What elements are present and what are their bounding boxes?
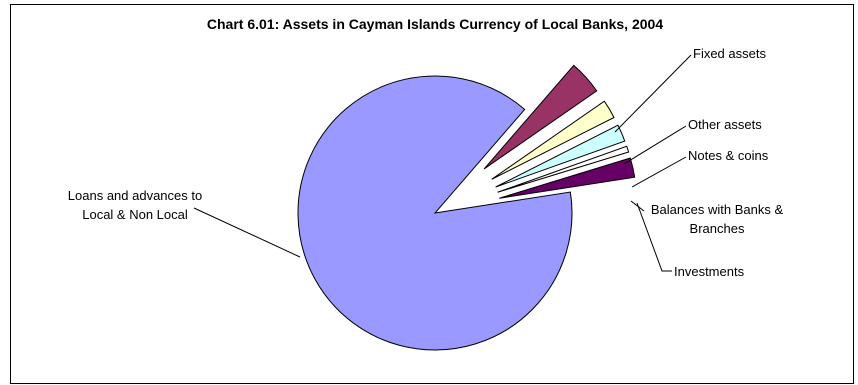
- pie-slice-4: [497, 145, 630, 193]
- slice-label-0: Loans and advances to Local & Non Local: [68, 188, 202, 222]
- pie-slice-0: [297, 75, 573, 351]
- pie-slice-1: [483, 64, 598, 170]
- slice-label-3: Notes & coins: [688, 148, 769, 163]
- chart-title: Chart 6.01: Assets in Cayman Islands Cur…: [207, 16, 663, 32]
- slice-label-5: Investments: [674, 264, 745, 279]
- pie-chart: Chart 6.01: Assets in Cayman Islands Cur…: [68, 16, 784, 351]
- slice-label-2: Other assets: [688, 117, 762, 132]
- leader-line-3: [631, 156, 687, 188]
- leader-line-1: [614, 54, 692, 133]
- slice-label-4: Balances with Banks & Branches: [651, 202, 784, 236]
- leader-line-2: [623, 125, 687, 165]
- chart-frame: Chart 6.01: Assets in Cayman Islands Cur…: [10, 4, 854, 384]
- leader-line-5: [636, 202, 672, 272]
- pie-slice-2: [491, 100, 615, 180]
- slice-label-1: Fixed assets: [693, 46, 766, 61]
- pie-slice-5: [499, 157, 636, 199]
- leader-line-4: [630, 200, 645, 212]
- pie-slice-3: [495, 124, 626, 188]
- leader-line-0: [193, 207, 301, 258]
